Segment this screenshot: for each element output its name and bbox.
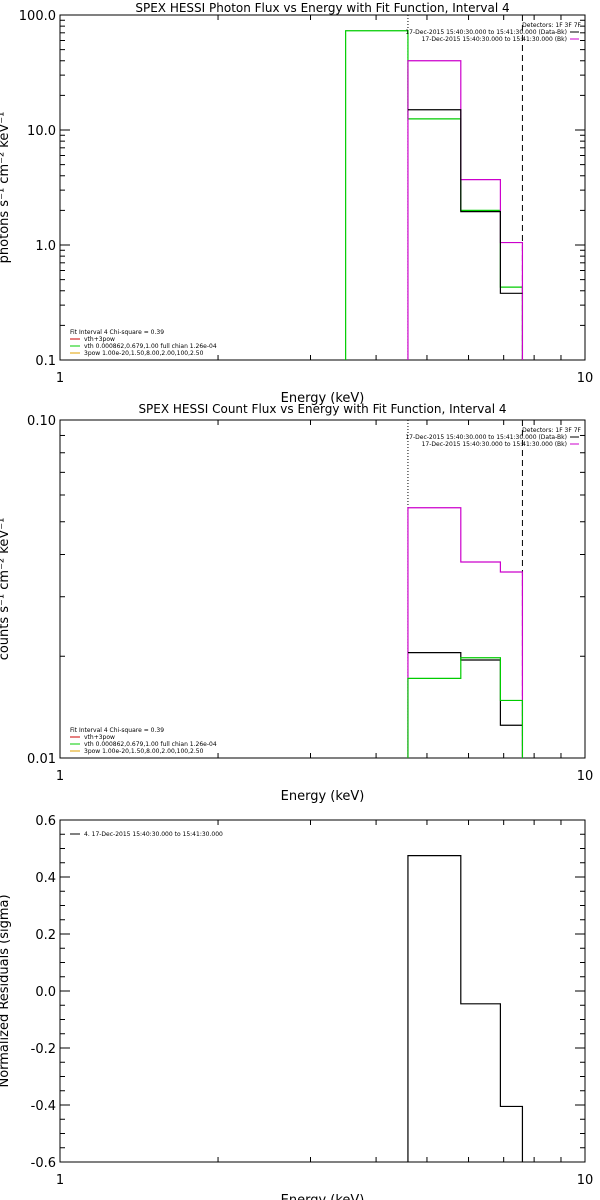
legend-entry-label: vth+3pow [84,734,115,741]
x-axis-label: Energy (keV) [281,789,365,804]
legend-left: Fit Interval 4 Chi-square = 0.39vth+3pow… [70,329,217,357]
legend-left: 4. 17-Dec-2015 15:40:30.000 to 15:41:30.… [70,831,223,838]
legend-header: Detectors: 1F 3F 7F [522,427,581,434]
legend-entry-label: 17-Dec-2015 15:40:30.000 to 15:41:30.000… [405,434,567,441]
legend-entry-label: 3pow 1.00e-20,1.50,8.00,2.00,100,2.50 [84,748,204,755]
chart-panel-1: SPEX HESSI Photon Flux vs Energy with Fi… [0,1,593,406]
y-tick-label: 1.0 [35,239,56,254]
y-tick-label: -0.2 [31,1042,56,1057]
x-tick-label: 10 [577,1173,594,1188]
legend-header: Fit Interval 4 Chi-square = 0.39 [70,329,164,336]
series-1-line [345,30,524,360]
chart-panel-2: SPEX HESSI Count Flux vs Energy with Fit… [0,402,593,804]
y-axis-label: photons s⁻¹ cm⁻² keV⁻¹ [0,112,12,264]
legend-entry-label: 4. 17-Dec-2015 15:40:30.000 to 15:41:30.… [84,831,223,838]
y-tick-label: -0.4 [31,1099,56,1114]
y-tick-label: 0.0 [35,985,56,1000]
x-axis-label: Energy (keV) [281,391,365,406]
x-axis-label: Energy (keV) [281,1193,365,1200]
legend-entry-label: vth 0.000862,0.679,1.00 full chian 1.26e… [84,741,217,748]
y-tick-label: 0.4 [35,871,56,886]
legend-header: Fit Interval 4 Chi-square = 0.39 [70,727,164,734]
y-axis-label: counts s⁻¹ cm⁻² keV⁻¹ [0,518,12,661]
series-3-line [407,657,524,758]
series-1-line [407,507,524,758]
legend-entry-label: vth+3pow [84,336,115,343]
x-tick-label: 10 [577,769,594,784]
series-1-line [407,855,524,1162]
chart-title: SPEX HESSI Photon Flux vs Energy with Fi… [135,1,509,15]
legend-entry-label: 3pow 1.00e-20,1.50,8.00,2.00,100,2.50 [84,350,204,357]
series-2-line [407,652,523,726]
y-tick-label: 100.0 [19,9,56,24]
legend-entry-label: 17-Dec-2015 15:40:30.000 to 15:41:30.000… [422,441,567,448]
series-3-line [407,109,523,294]
x-tick-label: 10 [577,371,594,386]
legend-left: Fit Interval 4 Chi-square = 0.39vth+3pow… [70,727,217,755]
y-tick-label: 0.1 [35,354,56,369]
y-tick-label: -0.6 [31,1156,56,1171]
y-tick-label: 0.01 [27,752,56,767]
x-tick-label: 1 [56,1173,64,1188]
chart-panel-3: 1 10 -0.6 -0.4 -0.2 0.0 0.2 0.4 0.6 Energy (keV) N… [0,814,593,1200]
legend-entry-label: 17-Dec-2015 15:40:30.000 to 15:41:30.000… [422,36,567,43]
plot-frame [59,819,586,1163]
y-tick-label: 0.10 [27,414,56,429]
series-2-line [407,60,524,360]
chart-title: SPEX HESSI Count Flux vs Energy with Fit… [138,402,506,416]
x-tick-label: 1 [56,769,64,784]
y-tick-label: 0.2 [35,928,56,943]
legend-entry-label: vth 0.000862,0.679,1.00 full chian 1.26e… [84,343,217,350]
x-tick-label: 1 [56,371,64,386]
legend-entry-label: 17-Dec-2015 15:40:30.000 to 15:41:30.000… [405,29,567,36]
y-tick-label: 0.6 [35,814,56,829]
y-tick-label: 10.0 [27,124,56,139]
plot-frame [59,14,586,361]
y-axis-label: Normalized Residuals (sigma) [0,894,12,1087]
plot-frame [59,419,586,759]
legend-header: Detectors: 1F 3F 7F [522,22,581,29]
